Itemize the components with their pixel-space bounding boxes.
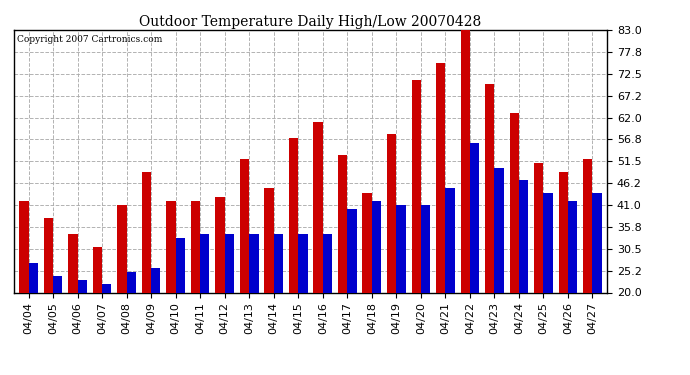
Bar: [313, 122, 323, 292]
Bar: [445, 188, 455, 292]
Bar: [421, 205, 430, 292]
Bar: [200, 234, 210, 292]
Bar: [240, 159, 249, 292]
Bar: [77, 280, 87, 292]
Bar: [191, 201, 200, 292]
Bar: [92, 247, 102, 292]
Bar: [249, 234, 259, 292]
Bar: [323, 234, 332, 292]
Bar: [151, 267, 161, 292]
Bar: [338, 155, 347, 292]
Bar: [225, 234, 234, 292]
Bar: [142, 172, 151, 292]
Bar: [485, 84, 495, 292]
Bar: [362, 192, 372, 292]
Bar: [387, 134, 396, 292]
Bar: [460, 26, 470, 293]
Bar: [495, 168, 504, 292]
Bar: [289, 138, 298, 292]
Bar: [102, 284, 111, 292]
Bar: [126, 272, 136, 292]
Bar: [176, 238, 185, 292]
Bar: [559, 172, 568, 292]
Bar: [215, 196, 225, 292]
Bar: [28, 263, 38, 292]
Bar: [68, 234, 77, 292]
Bar: [347, 209, 357, 292]
Bar: [274, 234, 283, 292]
Bar: [568, 201, 578, 292]
Bar: [117, 205, 126, 292]
Text: Copyright 2007 Cartronics.com: Copyright 2007 Cartronics.com: [17, 35, 162, 44]
Bar: [519, 180, 529, 292]
Bar: [396, 205, 406, 292]
Title: Outdoor Temperature Daily High/Low 20070428: Outdoor Temperature Daily High/Low 20070…: [139, 15, 482, 29]
Bar: [510, 113, 519, 292]
Bar: [264, 188, 274, 292]
Bar: [372, 201, 381, 292]
Bar: [411, 80, 421, 292]
Bar: [298, 234, 308, 292]
Bar: [53, 276, 62, 292]
Bar: [544, 192, 553, 292]
Bar: [19, 201, 28, 292]
Bar: [470, 142, 479, 292]
Bar: [593, 192, 602, 292]
Bar: [166, 201, 176, 292]
Bar: [583, 159, 593, 292]
Bar: [436, 63, 445, 292]
Bar: [534, 164, 544, 292]
Bar: [43, 217, 53, 292]
